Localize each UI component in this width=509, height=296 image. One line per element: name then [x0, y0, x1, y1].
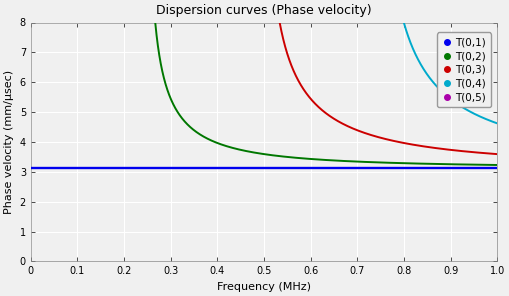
T(0,4) [401, 21, 407, 24]
Title: Dispersion curves (Phase velocity): Dispersion curves (Phase velocity) [156, 4, 372, 17]
T(0,4) [494, 122, 500, 125]
T(0,4) [468, 110, 474, 114]
T(0,2) [278, 155, 285, 158]
T(0,2) [316, 158, 322, 161]
Line: T(0,4): T(0,4) [404, 22, 497, 123]
T(0,4) [410, 48, 416, 52]
Line: T(0,3): T(0,3) [279, 22, 497, 154]
T(0,3) [405, 142, 411, 146]
T(0,2) [152, 21, 158, 25]
T(0,4) [438, 89, 444, 93]
T(0,2) [494, 163, 500, 167]
T(0,2) [456, 163, 462, 166]
T(0,2) [194, 131, 201, 135]
Line: T(0,2): T(0,2) [155, 23, 497, 165]
T(0,2) [376, 161, 382, 164]
X-axis label: Frequency (MHz): Frequency (MHz) [217, 282, 311, 292]
T(0,4) [454, 102, 460, 105]
T(0,3) [327, 115, 333, 118]
T(0,3) [348, 126, 354, 129]
T(0,3) [494, 152, 500, 156]
T(0,3) [313, 102, 319, 106]
T(0,3) [349, 126, 355, 130]
T(0,3) [316, 106, 322, 109]
T(0,3) [276, 21, 282, 24]
Y-axis label: Phase velocity (mm/µsec): Phase velocity (mm/µsec) [4, 70, 14, 214]
T(0,4) [420, 67, 427, 70]
T(0,2) [456, 163, 462, 166]
Legend: T(0,1), T(0,2), T(0,3), T(0,4), T(0,5): T(0,1), T(0,2), T(0,3), T(0,4), T(0,5) [437, 33, 491, 107]
T(0,4) [479, 116, 486, 119]
